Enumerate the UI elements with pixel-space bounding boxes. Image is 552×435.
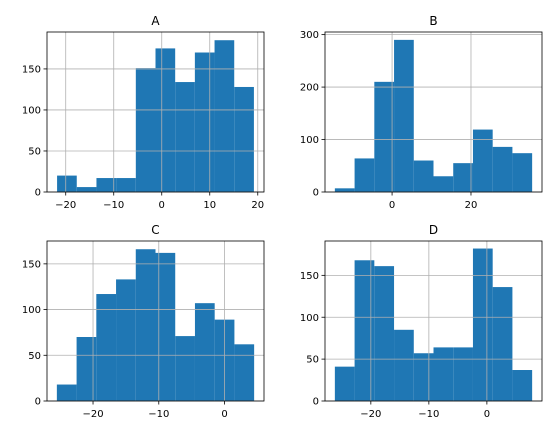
histogram-bar [453,347,473,401]
histogram-bar [116,178,136,192]
axes-frame [46,240,265,402]
y-tick-label: 200 [300,83,319,94]
histogram-bar [56,384,77,401]
histogram-bar [96,178,117,192]
histogram-bar [155,252,176,401]
y-tick-label: 0 [35,397,41,408]
histogram-bar [234,86,254,192]
subplot-title: D [429,223,438,237]
x-tick-label: 0 [159,200,165,211]
y-tick-label: 50 [28,147,41,158]
x-tick-label: 0 [484,409,490,420]
x-tick-label: 10 [203,200,216,211]
histogram-bar [76,337,97,401]
x-tick-label: −20 [360,409,381,420]
subplot-title: C [151,223,159,237]
subplot-c: −20 −10 0 0 50 100 150 C [22,223,265,420]
histogram-bar [394,329,414,401]
histogram-bar [194,52,215,193]
x-tick-label: −20 [82,409,103,420]
histogram-bar [334,188,355,192]
subplot-d: −20 −10 0 0 50 100 150 D [300,223,543,420]
y-tick-label: 100 [22,305,41,316]
histogram-bar [155,48,176,192]
y-tick-label: 300 [300,30,319,41]
x-tick-label: 0 [389,200,395,211]
axes-frame [324,240,543,402]
x-tick-label: −10 [148,409,169,420]
histogram-bar [433,347,454,401]
histogram-bar [512,153,533,192]
histogram-bar [413,353,434,401]
y-tick-label: 0 [313,397,319,408]
histogram-bar [76,187,97,192]
y-tick-label: 50 [306,355,319,366]
histogram-bar [512,370,533,401]
histogram-bar [433,176,454,192]
histogram-bar [413,160,434,192]
histogram-bar [354,260,375,401]
x-tick-label: 20 [251,200,264,211]
histogram-bar [492,146,513,192]
y-tick-label: 150 [22,259,41,270]
histogram-bar [492,287,513,401]
y-tick-label: 150 [300,271,319,282]
axes-frame [324,31,543,193]
x-tick-label: −10 [418,409,439,420]
histogram-bar [472,248,493,401]
histogram-bar [214,40,235,193]
x-tick-label: 0 [221,409,227,420]
histogram-bar [135,68,156,192]
subplot-a: −20 −10 0 10 20 0 50 100 150 A [22,14,265,211]
y-tick-label: 100 [300,135,319,146]
y-tick-label: 100 [300,313,319,324]
histogram-bar [472,129,493,192]
y-tick-label: 100 [22,106,41,117]
histogram-bar [453,163,473,192]
y-tick-label: 150 [22,65,41,76]
histogram-bar [135,249,156,401]
histogram-bar [175,336,195,401]
axes-frame [46,31,265,193]
subplot-title: B [429,14,437,28]
histogram-bar [116,279,136,401]
histogram-bar [57,175,77,192]
x-tick-label: −20 [55,200,76,211]
subplot-title: A [151,14,160,28]
y-tick-label: 0 [35,188,41,199]
histogram-bar [96,294,117,401]
histogram-bar [374,81,395,192]
histogram-bar [234,344,255,401]
y-tick-label: 0 [313,188,319,199]
histogram-bar [175,82,195,192]
x-tick-label: −10 [103,200,124,211]
histogram-bar [394,39,414,193]
histogram-bar [194,303,215,401]
histogram-bar [374,266,395,401]
y-tick-label: 50 [28,351,41,362]
histogram-bar [354,158,375,192]
x-tick-label: 20 [465,200,478,211]
histogram-bar [334,366,355,401]
